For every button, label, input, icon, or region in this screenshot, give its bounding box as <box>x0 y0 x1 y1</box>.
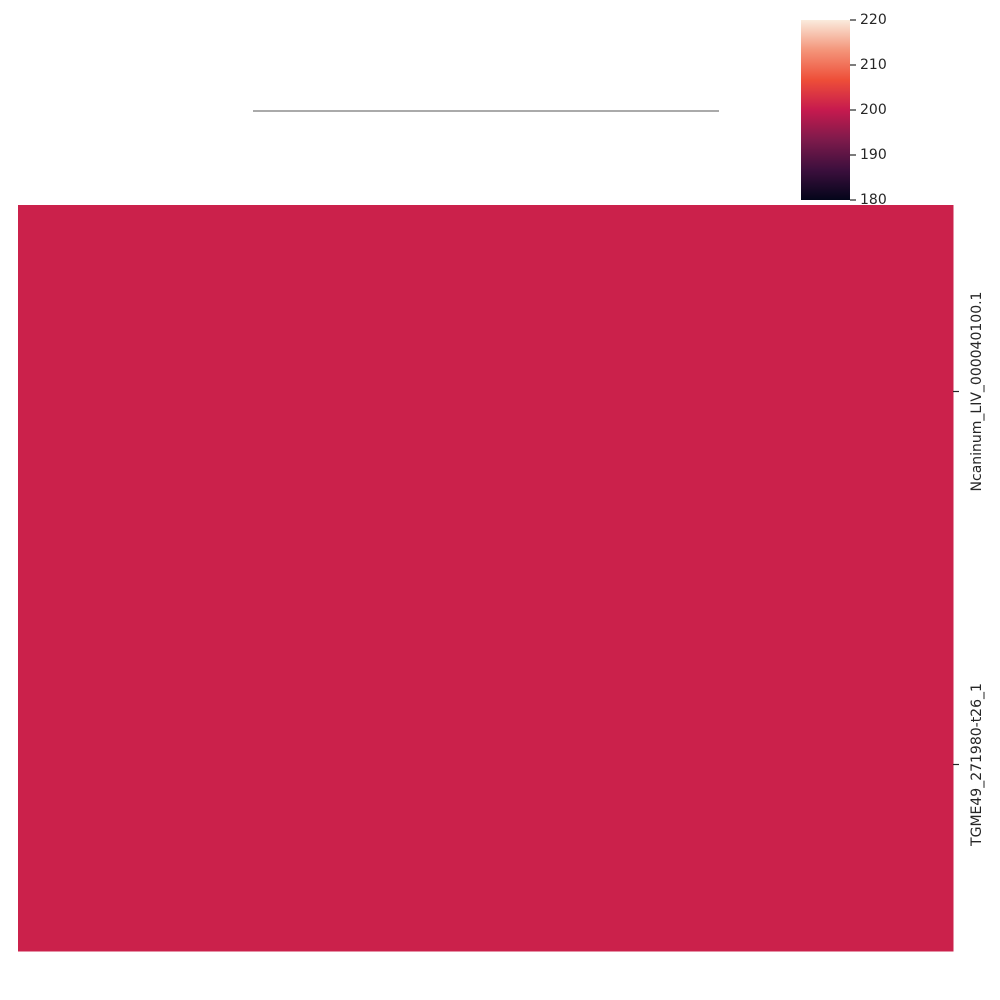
colorbar-tick-label: 200 <box>860 102 887 118</box>
colorbar-ticks: 180 190 200 210 220 <box>850 12 887 208</box>
colorbar-gradient <box>801 20 850 200</box>
row-labels: Ncaninum_LIV_000040100.1 TGME49_271980-t2… <box>953 292 985 847</box>
heatmap-cell <box>18 578 954 952</box>
colorbar: 180 190 200 210 220 <box>801 12 887 208</box>
heatmap-cell <box>18 205 954 579</box>
row-label: TGME49_271980-t26_1 <box>969 683 985 847</box>
heatmap-grid <box>18 205 954 952</box>
colorbar-tick-label: 190 <box>860 147 887 163</box>
colorbar-tick-label: 220 <box>860 12 887 28</box>
row-label: Ncaninum_LIV_000040100.1 <box>969 292 985 492</box>
colorbar-tick-label: 210 <box>860 57 887 73</box>
colorbar-tick-label: 180 <box>860 192 887 208</box>
